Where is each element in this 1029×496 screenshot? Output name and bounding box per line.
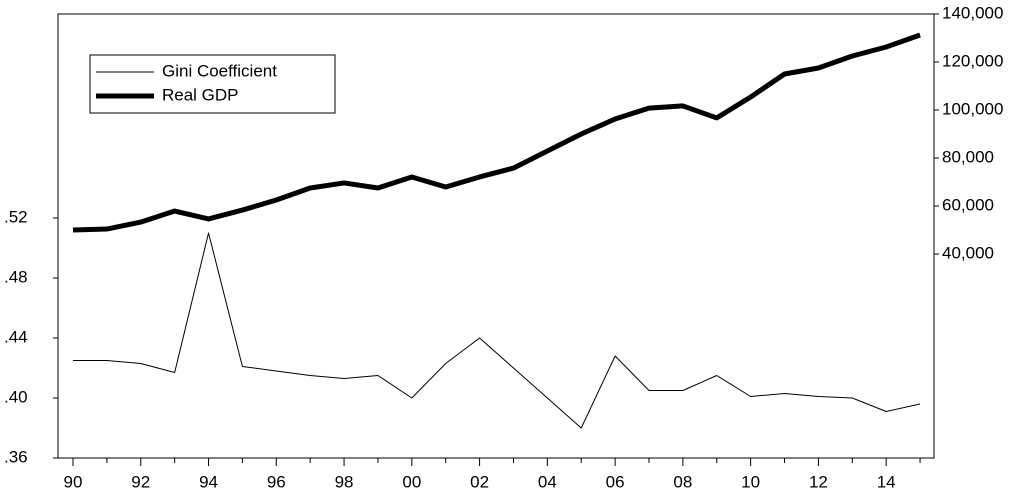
x-tick-label: 08 [673, 472, 692, 491]
x-tick-label: 98 [335, 472, 354, 491]
x-tick-label: 94 [199, 472, 218, 491]
series-line [73, 232, 921, 429]
legend-label: Gini Coefficient [162, 61, 277, 80]
legend-label: Real GDP [162, 85, 239, 104]
y2-tick-label: 60,000 [942, 195, 994, 214]
legend-box [89, 54, 336, 114]
x-tick-label: 02 [470, 472, 489, 491]
y2-tick-label: 100,000 [942, 99, 1003, 118]
x-tick-label: 92 [131, 472, 150, 491]
x-tick-label: 14 [877, 472, 896, 491]
x-tick-label: 10 [741, 472, 760, 491]
x-tick-label: 96 [267, 472, 286, 491]
x-tick-label: 06 [606, 472, 625, 491]
y2-tick-label: 140,000 [942, 3, 1003, 22]
y-tick-label: .52 [4, 207, 28, 226]
y-tick-label: .44 [4, 327, 28, 346]
x-tick-label: 04 [538, 472, 557, 491]
x-tick-label: 12 [809, 472, 828, 491]
y2-tick-label: 120,000 [942, 51, 1003, 70]
y-tick-label: .36 [4, 447, 28, 466]
plot-frame [57, 13, 935, 459]
x-tick-label: 90 [64, 472, 83, 491]
x-tick-label: 00 [402, 472, 421, 491]
y2-tick-label: 40,000 [942, 243, 994, 262]
y-tick-label: .48 [4, 267, 28, 286]
y-tick-label: .40 [4, 387, 28, 406]
series-line [72, 32, 921, 233]
y2-tick-label: 80,000 [942, 147, 994, 166]
